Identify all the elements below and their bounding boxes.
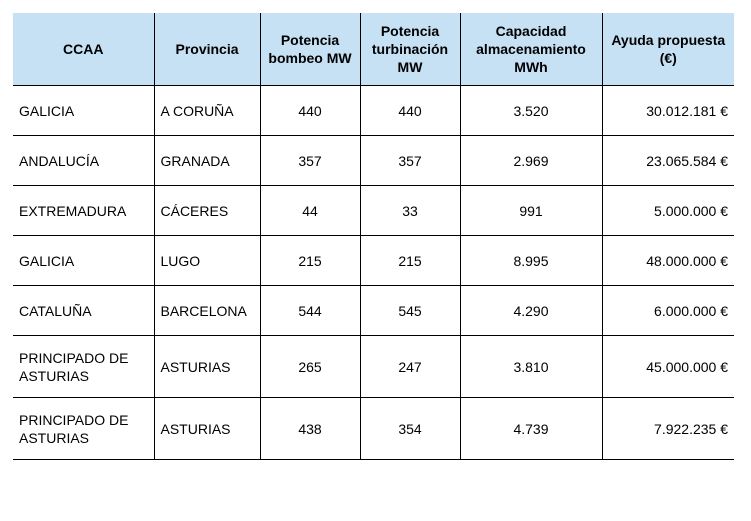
cell-capacidad: 4.739 <box>459 397 603 460</box>
cell-potencia-bombeo: 544 <box>259 285 361 336</box>
header-capacidad-almacenamiento: Capacidad almacenamiento MWh <box>459 13 603 86</box>
cell-ccaa: CATALUÑA <box>13 285 155 336</box>
cell-ayuda: 6.000.000 € <box>601 285 734 336</box>
cell-ayuda: 5.000.000 € <box>601 185 734 236</box>
table-row: PRINCIPADO DE ASTURIAS ASTURIAS 265 247 … <box>13 335 734 398</box>
table-row: EXTREMADURA CÁCERES 44 33 991 5.000.000 … <box>13 185 734 236</box>
header-ayuda-propuesta: Ayuda propuesta (€) <box>601 13 734 86</box>
aid-table: CCAA Provincia Potencia bombeo MW Potenc… <box>13 13 734 460</box>
cell-potencia-bombeo: 265 <box>259 335 361 398</box>
table-row: GALICIA LUGO 215 215 8.995 48.000.000 € <box>13 235 734 286</box>
cell-capacidad: 3.520 <box>459 85 603 136</box>
cell-provincia: ASTURIAS <box>153 397 261 460</box>
table-header-row: CCAA Provincia Potencia bombeo MW Potenc… <box>13 13 734 86</box>
cell-ccaa: GALICIA <box>13 85 155 136</box>
cell-potencia-turbinacion: 247 <box>359 335 461 398</box>
cell-potencia-turbinacion: 440 <box>359 85 461 136</box>
cell-potencia-turbinacion: 357 <box>359 135 461 186</box>
cell-provincia: A CORUÑA <box>153 85 261 136</box>
cell-capacidad: 991 <box>459 185 603 236</box>
cell-potencia-bombeo: 357 <box>259 135 361 186</box>
cell-provincia: BARCELONA <box>153 285 261 336</box>
cell-potencia-turbinacion: 354 <box>359 397 461 460</box>
cell-ayuda: 7.922.235 € <box>601 397 734 460</box>
cell-ayuda: 30.012.181 € <box>601 85 734 136</box>
header-provincia: Provincia <box>153 13 261 86</box>
cell-potencia-turbinacion: 545 <box>359 285 461 336</box>
cell-potencia-bombeo: 440 <box>259 85 361 136</box>
table-row: ANDALUCÍA GRANADA 357 357 2.969 23.065.5… <box>13 135 734 186</box>
header-potencia-bombeo: Potencia bombeo MW <box>259 13 361 86</box>
cell-capacidad: 8.995 <box>459 235 603 286</box>
table-row: CATALUÑA BARCELONA 544 545 4.290 6.000.0… <box>13 285 734 336</box>
cell-ayuda: 48.000.000 € <box>601 235 734 286</box>
cell-potencia-bombeo: 44 <box>259 185 361 236</box>
cell-capacidad: 3.810 <box>459 335 603 398</box>
cell-ccaa: PRINCIPADO DE ASTURIAS <box>13 335 155 398</box>
cell-ccaa: PRINCIPADO DE ASTURIAS <box>13 397 155 460</box>
cell-ccaa: EXTREMADURA <box>13 185 155 236</box>
cell-ccaa: GALICIA <box>13 235 155 286</box>
cell-potencia-bombeo: 438 <box>259 397 361 460</box>
cell-ayuda: 23.065.584 € <box>601 135 734 186</box>
cell-potencia-turbinacion: 33 <box>359 185 461 236</box>
header-potencia-turbinacion: Potencia turbinación MW <box>359 13 461 86</box>
cell-capacidad: 4.290 <box>459 285 603 336</box>
cell-provincia: LUGO <box>153 235 261 286</box>
cell-ccaa: ANDALUCÍA <box>13 135 155 186</box>
cell-potencia-bombeo: 215 <box>259 235 361 286</box>
cell-provincia: GRANADA <box>153 135 261 186</box>
cell-potencia-turbinacion: 215 <box>359 235 461 286</box>
cell-ayuda: 45.000.000 € <box>601 335 734 398</box>
cell-provincia: ASTURIAS <box>153 335 261 398</box>
table-row: PRINCIPADO DE ASTURIAS ASTURIAS 438 354 … <box>13 397 734 460</box>
table-row: GALICIA A CORUÑA 440 440 3.520 30.012.18… <box>13 85 734 136</box>
cell-provincia: CÁCERES <box>153 185 261 236</box>
cell-capacidad: 2.969 <box>459 135 603 186</box>
header-ccaa: CCAA <box>13 13 155 86</box>
